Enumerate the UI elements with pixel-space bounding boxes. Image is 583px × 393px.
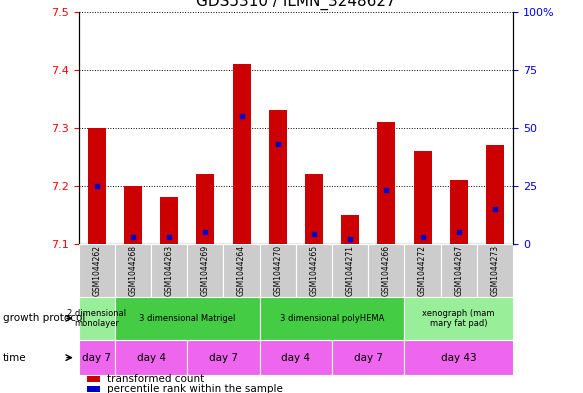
- Bar: [405, 340, 513, 375]
- Text: GSM1044272: GSM1044272: [418, 245, 427, 296]
- Bar: [259, 244, 296, 297]
- Bar: [87, 376, 100, 382]
- Bar: [79, 297, 115, 340]
- Bar: [79, 340, 115, 375]
- Bar: [115, 340, 187, 375]
- Text: GSM1044264: GSM1044264: [237, 244, 246, 296]
- Text: day 4: day 4: [282, 353, 310, 363]
- Text: 3 dimensional Matrigel: 3 dimensional Matrigel: [139, 314, 236, 323]
- Bar: [187, 340, 259, 375]
- Title: GDS5310 / ILMN_3248627: GDS5310 / ILMN_3248627: [196, 0, 396, 11]
- Bar: [332, 244, 368, 297]
- Text: GSM1044273: GSM1044273: [490, 244, 500, 296]
- Text: day 4: day 4: [136, 353, 166, 363]
- Text: xenograph (mam
mary fat pad): xenograph (mam mary fat pad): [423, 309, 495, 328]
- Bar: [115, 244, 151, 297]
- Text: GSM1044262: GSM1044262: [92, 245, 101, 296]
- Bar: [187, 244, 223, 297]
- Text: transformed count: transformed count: [107, 375, 204, 384]
- Text: GSM1044271: GSM1044271: [346, 245, 354, 296]
- Bar: [341, 215, 359, 244]
- Text: day 7: day 7: [354, 353, 383, 363]
- Bar: [223, 244, 259, 297]
- Bar: [196, 174, 215, 244]
- Bar: [79, 244, 115, 297]
- Bar: [305, 174, 323, 244]
- Bar: [87, 386, 100, 392]
- Bar: [449, 180, 468, 244]
- Bar: [88, 128, 106, 244]
- Text: day 43: day 43: [441, 353, 476, 363]
- Bar: [377, 122, 395, 244]
- Bar: [233, 64, 251, 244]
- Text: day 7: day 7: [82, 353, 111, 363]
- Text: growth protocol: growth protocol: [3, 313, 85, 323]
- Bar: [441, 244, 477, 297]
- Bar: [368, 244, 405, 297]
- Text: GSM1044269: GSM1044269: [201, 244, 210, 296]
- Text: GSM1044267: GSM1044267: [454, 244, 463, 296]
- Text: GSM1044266: GSM1044266: [382, 244, 391, 296]
- Bar: [124, 185, 142, 244]
- Bar: [413, 151, 431, 244]
- Text: GSM1044270: GSM1044270: [273, 244, 282, 296]
- Bar: [115, 297, 259, 340]
- Text: GSM1044268: GSM1044268: [128, 245, 138, 296]
- Text: GSM1044265: GSM1044265: [310, 244, 318, 296]
- Bar: [477, 244, 513, 297]
- Text: 2 dimensional
monolayer: 2 dimensional monolayer: [67, 309, 127, 328]
- Bar: [486, 145, 504, 244]
- Text: 3 dimensional polyHEMA: 3 dimensional polyHEMA: [280, 314, 384, 323]
- Text: GSM1044263: GSM1044263: [164, 244, 174, 296]
- Bar: [259, 340, 332, 375]
- Bar: [405, 244, 441, 297]
- Bar: [405, 297, 513, 340]
- Bar: [160, 197, 178, 244]
- Bar: [332, 340, 405, 375]
- Text: day 7: day 7: [209, 353, 238, 363]
- Text: percentile rank within the sample: percentile rank within the sample: [107, 384, 283, 393]
- Bar: [151, 244, 187, 297]
- Text: time: time: [3, 353, 27, 363]
- Bar: [269, 110, 287, 244]
- Bar: [259, 297, 405, 340]
- Bar: [296, 244, 332, 297]
